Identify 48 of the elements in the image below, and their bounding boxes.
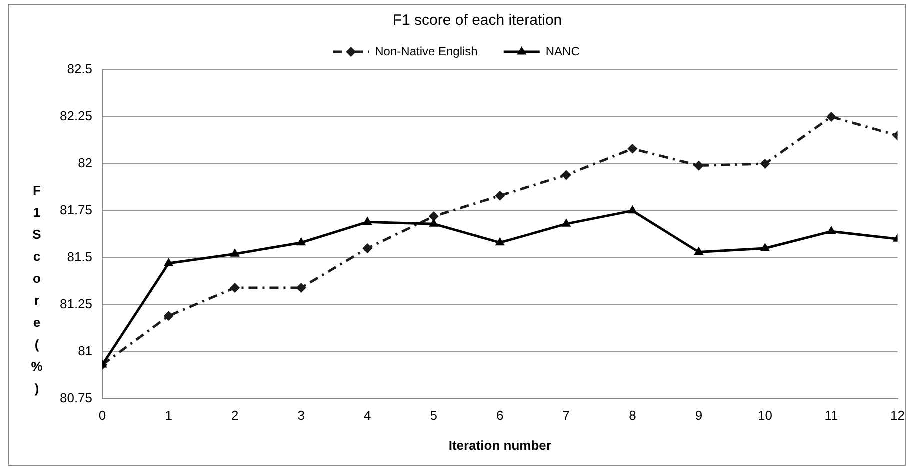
x-tick-label: 12 — [890, 408, 906, 424]
y-tick-label: 81.5 — [67, 249, 93, 264]
x-tick-label: 10 — [758, 408, 772, 424]
x-tick-label: 11 — [824, 408, 838, 424]
point — [826, 112, 836, 122]
y-tick-label: 82.25 — [60, 108, 93, 124]
y-tick-label: 81 — [78, 343, 93, 358]
point — [230, 248, 240, 257]
point — [362, 243, 373, 254]
y-tick-label: 82.5 — [67, 62, 93, 77]
point — [760, 242, 770, 252]
x-tick-label: 0 — [98, 408, 106, 424]
legend-label: NANC — [546, 44, 580, 58]
point — [561, 170, 572, 180]
x-tick-label: 7 — [562, 408, 570, 424]
point — [628, 144, 638, 154]
point — [826, 226, 836, 234]
x-tick-label: 5 — [430, 408, 438, 424]
point — [562, 218, 572, 227]
x-tick-label: 3 — [298, 408, 305, 424]
y-tick-label: 82 — [78, 156, 93, 171]
y-tick-label: 80.75 — [60, 390, 93, 406]
x-axis-title: Iteration number — [448, 438, 552, 453]
x-tick-label: 4 — [364, 408, 372, 424]
x-tick-label: 2 — [231, 408, 239, 424]
point — [495, 237, 505, 246]
point — [362, 216, 372, 225]
point — [164, 311, 174, 322]
x-tick-label: 6 — [496, 408, 504, 424]
point — [495, 190, 506, 201]
x-tick-label: 1 — [165, 408, 172, 424]
legend-label: Non-Native English — [375, 44, 478, 58]
point — [694, 246, 704, 255]
text: F1 Score (%) — [31, 183, 43, 396]
x-tick-label: 9 — [695, 408, 703, 424]
point — [760, 158, 770, 169]
x-tick-label: 8 — [629, 408, 636, 424]
point — [429, 218, 439, 227]
y-tick-label: 81.75 — [60, 202, 93, 218]
point — [694, 160, 704, 171]
point — [164, 258, 174, 266]
point — [296, 282, 306, 293]
point — [428, 212, 439, 222]
chart-title: F1 score of each iteration — [392, 12, 562, 30]
y-tick-label: 81.25 — [60, 296, 93, 312]
point — [296, 237, 306, 246]
point — [230, 282, 240, 293]
point — [628, 205, 638, 214]
